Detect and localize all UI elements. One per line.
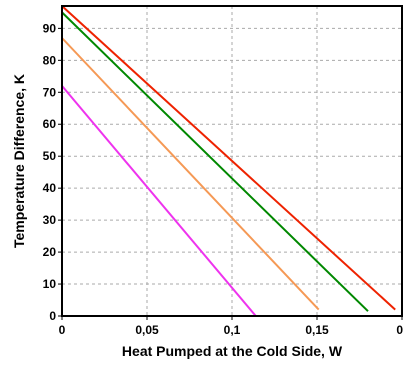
y-tick-label: 90 — [43, 21, 57, 35]
y-tick-label: 50 — [43, 149, 57, 163]
series-line-1 — [61, 5, 396, 311]
x-tick-label: 0 — [59, 323, 66, 337]
y-tick-label: 60 — [43, 117, 57, 131]
y-axis-label: Temperature Difference, K — [11, 74, 27, 248]
y-axis-ticks: 0 10 20 30 40 50 60 70 80 90 — [43, 21, 62, 323]
y-tick-label: 30 — [43, 213, 57, 227]
y-tick-label: 20 — [43, 245, 57, 259]
y-tick-label: 0 — [49, 309, 56, 323]
x-axis-ticks: 0 0,05 0,1 0,15 0 — [59, 316, 403, 337]
x-axis-label: Heat Pumped at the Cold Side, W — [122, 343, 343, 359]
x-tick-label: 0,15 — [305, 323, 329, 337]
y-tick-label: 70 — [43, 85, 57, 99]
y-tick-label: 40 — [43, 181, 57, 195]
x-tick-label: 0,1 — [224, 323, 241, 337]
series-line-2 — [61, 11, 369, 312]
y-tick-label: 10 — [43, 277, 57, 291]
series-line-3 — [61, 37, 320, 311]
grid — [62, 6, 402, 316]
y-tick-label: 80 — [43, 53, 57, 67]
series-lines — [61, 5, 396, 317]
series-line-4 — [61, 85, 257, 317]
x-tick-label: 0,05 — [135, 323, 159, 337]
x-tick-label: 0 — [396, 323, 403, 337]
